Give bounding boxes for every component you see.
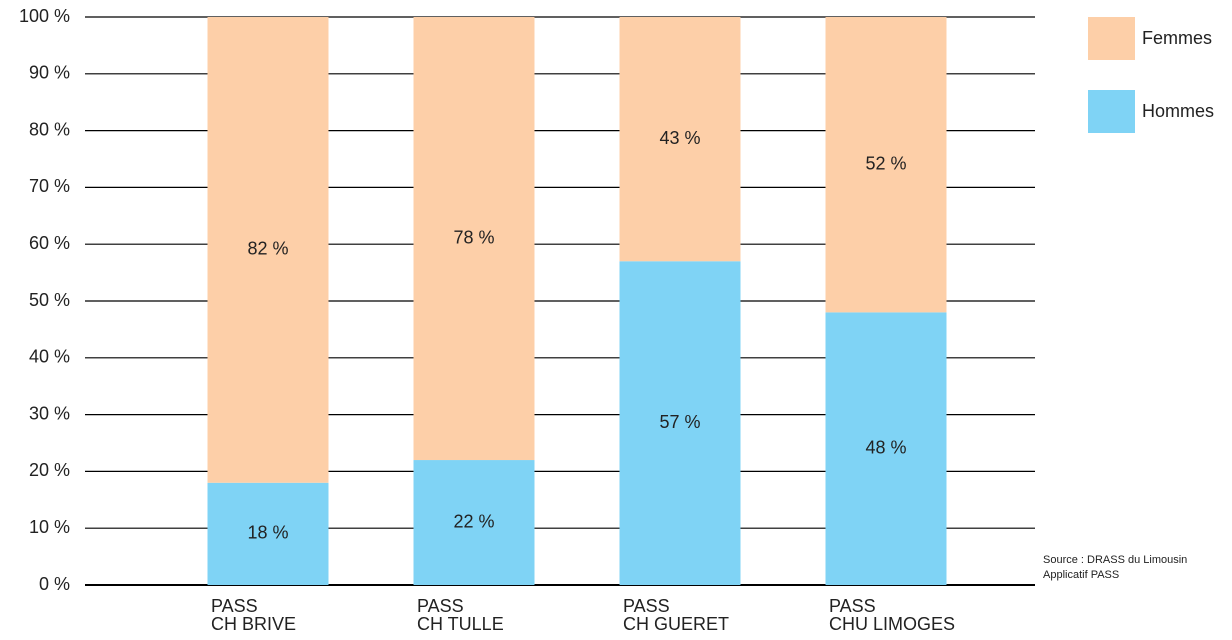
value-label: 18 %	[247, 523, 288, 543]
legend-swatch	[1088, 90, 1135, 133]
y-tick-label: 100 %	[19, 6, 70, 26]
bar-segment	[619, 17, 741, 262]
y-tick-label: 30 %	[29, 403, 70, 423]
value-label: 82 %	[247, 239, 288, 259]
y-tick-label: 80 %	[29, 119, 70, 139]
y-tick-label: 40 %	[29, 347, 70, 367]
value-label: 43 %	[659, 128, 700, 148]
source-note: Applicatif PASS	[1043, 569, 1120, 581]
y-tick-label: 20 %	[29, 460, 70, 480]
y-tick-label: 0 %	[39, 574, 70, 594]
value-label: 48 %	[865, 437, 906, 457]
value-label: 57 %	[659, 412, 700, 432]
legend-label: Hommes	[1142, 101, 1214, 121]
y-tick-label: 50 %	[29, 290, 70, 310]
legend-swatch	[1088, 17, 1135, 60]
x-tick-label: PASS CHU LIMOGES	[829, 596, 956, 634]
value-label: 22 %	[453, 511, 494, 531]
bar-segment	[413, 460, 535, 585]
y-tick-label: 60 %	[29, 233, 70, 253]
legend-label: Femmes	[1142, 28, 1212, 48]
bar-segment	[619, 261, 741, 585]
y-tick-label: 90 %	[29, 63, 70, 83]
bar-segment	[207, 17, 329, 483]
source-note: Source : DRASS du Limousin	[1043, 554, 1188, 566]
bar-segment	[207, 482, 329, 585]
value-label: 52 %	[865, 153, 906, 173]
x-tick-label: PASS CH TULLE	[417, 596, 504, 634]
x-tick-label: PASS CH GUERET	[623, 596, 730, 634]
y-tick-label: 10 %	[29, 517, 70, 537]
x-tick-label: PASS CH BRIVE	[211, 596, 297, 634]
bar-segment	[413, 17, 535, 461]
bar-segment	[825, 17, 947, 313]
y-tick-label: 70 %	[29, 176, 70, 196]
bar-segment	[825, 312, 947, 585]
value-label: 78 %	[453, 227, 494, 247]
